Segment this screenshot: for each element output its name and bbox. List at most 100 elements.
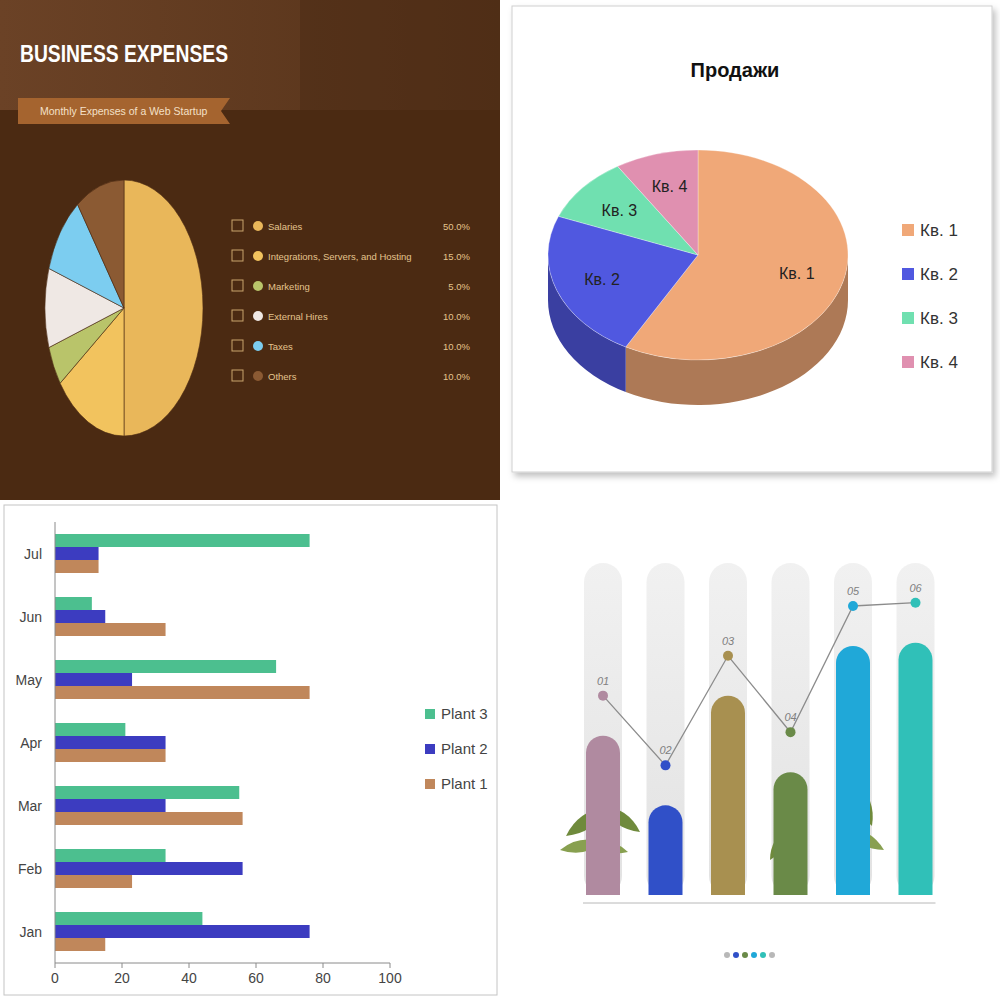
bar xyxy=(55,875,132,888)
tick-label: 0 xyxy=(51,970,59,986)
pie xyxy=(548,150,848,405)
legend-swatch xyxy=(425,779,435,789)
bar xyxy=(55,862,243,875)
bar xyxy=(55,849,166,862)
chart-frame xyxy=(512,6,992,472)
legend-label: External Hires xyxy=(268,311,328,322)
legend-value: 5.0% xyxy=(448,281,470,292)
bar-track xyxy=(772,563,810,895)
pager-dot xyxy=(760,952,766,958)
legend-swatch xyxy=(253,311,263,321)
point-marker xyxy=(786,727,796,737)
bar xyxy=(55,560,99,573)
pager-dot xyxy=(769,952,775,958)
tick-mark xyxy=(323,963,324,968)
bar xyxy=(55,610,105,623)
legend-label: Marketing xyxy=(268,281,310,292)
bar xyxy=(55,736,166,749)
chart-title: Продажи xyxy=(691,59,780,81)
panel-background xyxy=(0,500,500,1000)
category-label: Mar xyxy=(18,798,42,814)
chart-title: BUSINESS EXPENSES xyxy=(20,40,228,67)
bar-track xyxy=(584,563,622,895)
bar-track xyxy=(897,563,935,895)
tick-label: 20 xyxy=(114,970,130,986)
legend-swatch xyxy=(253,281,263,291)
tick-label: 100 xyxy=(378,970,402,986)
legend-swatch xyxy=(253,251,263,261)
legend-swatch xyxy=(253,371,263,381)
legend-label: Кв. 2 xyxy=(920,265,958,284)
canvas: BUSINESS EXPENSES Monthly Expenses of a W… xyxy=(0,0,1000,1000)
pager-dot xyxy=(742,952,748,958)
bar xyxy=(55,547,99,560)
legend-value: 10.0% xyxy=(443,371,470,382)
point-marker xyxy=(848,601,858,611)
slice-label: Кв. 2 xyxy=(584,271,620,288)
panel-background xyxy=(500,0,1000,500)
tick-mark xyxy=(122,963,123,968)
category-label: May xyxy=(16,672,42,688)
category-label: Jun xyxy=(19,609,42,625)
legend-swatch xyxy=(902,312,914,324)
legend-swatch xyxy=(425,709,435,719)
bar xyxy=(55,673,132,686)
legend-label: Others xyxy=(268,371,297,382)
bar xyxy=(586,736,620,895)
category-label: 05 xyxy=(847,585,860,597)
axis-line xyxy=(55,963,390,964)
chart-subtitle: Monthly Expenses of a Web Startup xyxy=(40,105,207,117)
legend-value: 15.0% xyxy=(443,251,470,262)
legend-swatch xyxy=(253,341,263,351)
category-label: 04 xyxy=(784,711,796,723)
legend-label: Кв. 1 xyxy=(920,221,958,240)
point-marker xyxy=(723,651,733,661)
bar xyxy=(55,786,239,799)
category-label: 01 xyxy=(597,675,609,687)
pager-dot xyxy=(724,952,730,958)
slice-label: Кв. 1 xyxy=(779,265,815,282)
header-band xyxy=(0,0,500,110)
tick-mark xyxy=(256,963,257,968)
header-shade xyxy=(300,0,500,110)
legend-label: Кв. 3 xyxy=(920,309,958,328)
trend-line xyxy=(603,603,916,766)
panel-background xyxy=(0,0,500,500)
tick-mark xyxy=(55,963,56,968)
tick-label: 80 xyxy=(315,970,331,986)
panel-background xyxy=(500,500,1000,1000)
legend-label: Кв. 4 xyxy=(920,353,958,372)
point-marker xyxy=(598,691,608,701)
legend-label: Taxes xyxy=(268,341,293,352)
point-marker xyxy=(661,760,671,770)
axis-line xyxy=(55,522,56,963)
legend-swatch xyxy=(902,356,914,368)
legend-icon xyxy=(232,370,243,381)
bar xyxy=(55,534,310,547)
bars xyxy=(55,534,310,951)
category-label: Apr xyxy=(20,735,42,751)
legend-swatch xyxy=(425,744,435,754)
category-label: Jul xyxy=(24,546,42,562)
bar-track xyxy=(647,563,685,895)
legend-icon xyxy=(232,220,243,231)
bar xyxy=(774,772,808,895)
tick-label: 60 xyxy=(248,970,264,986)
legend-swatch xyxy=(253,221,263,231)
category-label: 02 xyxy=(659,744,671,756)
legend-label: Integrations, Servers, and Hosting xyxy=(268,251,412,262)
bar xyxy=(55,912,202,925)
legend-swatch xyxy=(902,224,914,236)
bar xyxy=(55,686,310,699)
subtitle-ribbon xyxy=(18,98,230,124)
tick-mark xyxy=(189,963,190,968)
slice-label: Кв. 4 xyxy=(652,178,688,195)
legend-icon xyxy=(232,310,243,321)
bar xyxy=(55,749,166,762)
legend-value: 50.0% xyxy=(443,221,470,232)
bar xyxy=(55,812,243,825)
pager-dot xyxy=(733,952,739,958)
bar xyxy=(55,623,166,636)
legend-icon xyxy=(232,250,243,261)
pie-slice xyxy=(78,180,124,308)
